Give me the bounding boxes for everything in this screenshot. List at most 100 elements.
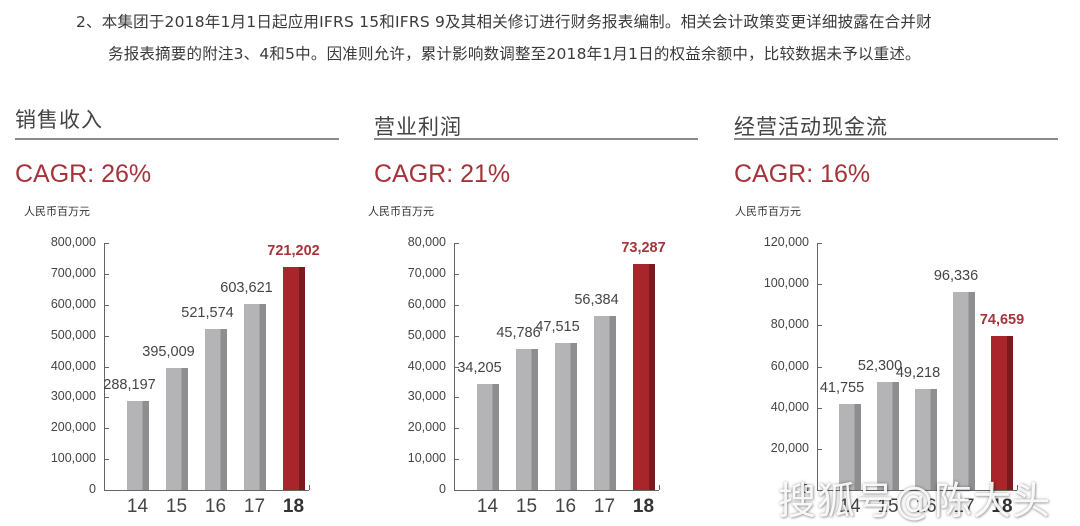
y-tick xyxy=(104,304,109,306)
x-axis-end-tick xyxy=(1017,485,1018,490)
x-category-label: 16 xyxy=(915,496,937,517)
bar-value-label: 288,197 xyxy=(103,377,156,394)
bar-value-label: 73,287 xyxy=(621,239,666,256)
bar-value-label: 603,621 xyxy=(220,279,273,296)
x-category-label: 18 xyxy=(632,496,655,517)
title-divider xyxy=(734,138,1058,140)
y-tick xyxy=(454,366,459,368)
bar-value-label: 45,786 xyxy=(496,324,541,341)
y-tick-label: 500,000 xyxy=(50,327,96,342)
x-category-label: 14 xyxy=(126,496,149,517)
bar-value-label: 52,300 xyxy=(857,358,903,375)
bar xyxy=(165,368,188,490)
y-tick xyxy=(104,273,109,275)
y-tick-label: 700,000 xyxy=(50,265,96,280)
x-axis-end-tick xyxy=(659,485,660,490)
y-tick xyxy=(454,304,459,306)
bar xyxy=(953,291,975,490)
bar-value-label: 34,205 xyxy=(457,360,502,377)
y-tick-label: 20,000 xyxy=(770,440,809,455)
cagr-label: CAGR: 26% xyxy=(15,160,152,188)
x-category-label: 14 xyxy=(839,496,861,517)
y-tick xyxy=(454,459,459,461)
y-tick xyxy=(454,397,459,399)
bar-value-label: 74,659 xyxy=(979,312,1025,329)
bar xyxy=(476,384,499,490)
bar xyxy=(915,388,937,490)
x-category-label: 18 xyxy=(282,496,305,517)
footnote-line-1: 2、本集团于2018年1月1日起应用IFRS 15和IFRS 9及其相关修订进行… xyxy=(76,13,932,31)
x-category-label: 15 xyxy=(515,496,538,517)
y-tick-label: 80,000 xyxy=(407,235,446,249)
bar xyxy=(593,315,616,490)
y-tick xyxy=(104,335,109,337)
bar-highlighted xyxy=(991,336,1013,490)
y-tick-label: 100,000 xyxy=(50,451,96,466)
y-tick xyxy=(817,284,822,286)
y-tick xyxy=(454,243,459,244)
y-tick xyxy=(817,448,822,450)
x-category-label: 15 xyxy=(877,496,899,517)
y-tick-label: 60,000 xyxy=(407,296,446,311)
y-tick-label: 200,000 xyxy=(50,420,96,435)
y-tick xyxy=(817,366,822,368)
bar-value-label: 56,384 xyxy=(574,291,619,308)
bar xyxy=(126,401,149,490)
y-tick xyxy=(104,366,109,368)
bar-plot: 0 20,000 40,000 60,000 80,000 100,000 120,000 4… xyxy=(764,235,1024,517)
footnote-text: 2、本集团于2018年1月1日起应用IFRS 15和IFRS 9及其相关修订进行… xyxy=(76,6,1076,70)
x-axis-end-tick xyxy=(309,485,310,490)
x-category-label: 16 xyxy=(554,496,577,517)
chart-title: 销售收入 xyxy=(15,108,103,132)
y-tick-label: 60,000 xyxy=(770,358,809,373)
bar xyxy=(554,343,577,490)
y-tick-label: 40,000 xyxy=(770,399,809,414)
bar-value-label: 395,009 xyxy=(142,344,195,361)
y-tick-label: 20,000 xyxy=(407,420,446,435)
bar-value-label: 96,336 xyxy=(933,267,979,284)
x-category-label: 17 xyxy=(243,496,266,517)
x-category-label: 15 xyxy=(165,496,188,517)
bar-plot: 0 10,000 20,000 30,000 40,000 50,000 60,000 70,… xyxy=(408,235,666,517)
chart-title: 营业利润 xyxy=(374,115,462,139)
x-axis xyxy=(817,490,1017,491)
y-tick xyxy=(454,428,459,430)
y-tick-label: 0 xyxy=(802,482,809,496)
title-divider xyxy=(374,138,698,140)
bar xyxy=(243,303,266,490)
x-category-label: 17 xyxy=(593,496,616,517)
chart-title: 经营活动现金流 xyxy=(734,115,888,139)
bar-value-label: 49,218 xyxy=(895,364,941,381)
chart-panel-operating-cash-flow: 经营活动现金流 CAGR: 16% 人民币百万元 0 20,000 40,000 60… xyxy=(734,0,1074,526)
y-tick-label: 80,000 xyxy=(770,317,809,332)
bar-highlighted xyxy=(282,267,305,490)
y-tick-label: 600,000 xyxy=(50,296,96,311)
y-tick xyxy=(817,325,822,327)
y-tick-label: 0 xyxy=(89,482,96,496)
y-tick xyxy=(454,273,459,275)
y-tick xyxy=(104,428,109,430)
cagr-label: CAGR: 21% xyxy=(374,160,511,188)
x-axis xyxy=(454,490,659,491)
y-axis-unit-label: 人民币百万元 xyxy=(368,205,434,218)
bar-value-label: 41,755 xyxy=(819,380,865,397)
y-tick-label: 0 xyxy=(439,482,446,496)
bar xyxy=(515,348,538,490)
chart-panel-sales-revenue: 销售收入 CAGR: 26% 人民币百万元 0 100,000 200,000 300… xyxy=(15,0,355,526)
y-tick-label: 30,000 xyxy=(407,389,446,404)
y-tick-label: 70,000 xyxy=(407,265,446,280)
y-tick-label: 40,000 xyxy=(407,358,446,373)
y-axis-unit-label: 人民币百万元 xyxy=(735,205,801,218)
footnote-line-2: 务报表摘要的附注3、4和5中。因准则允许，累计影响数调整至2018年1月1日的权… xyxy=(108,45,921,63)
bar-value-label: 721,202 xyxy=(267,243,320,260)
x-axis xyxy=(104,490,309,491)
y-tick xyxy=(104,397,109,399)
x-category-label: 18 xyxy=(991,496,1013,517)
y-tick xyxy=(454,335,459,337)
y-tick-label: 100,000 xyxy=(763,276,809,291)
bar-plot: 0 100,000 200,000 300,000 400,000 500,000 600,… xyxy=(51,235,320,517)
y-tick-label: 800,000 xyxy=(50,235,96,249)
y-tick-label: 10,000 xyxy=(407,451,446,466)
bar-value-label: 521,574 xyxy=(181,304,234,321)
bar xyxy=(204,328,227,490)
